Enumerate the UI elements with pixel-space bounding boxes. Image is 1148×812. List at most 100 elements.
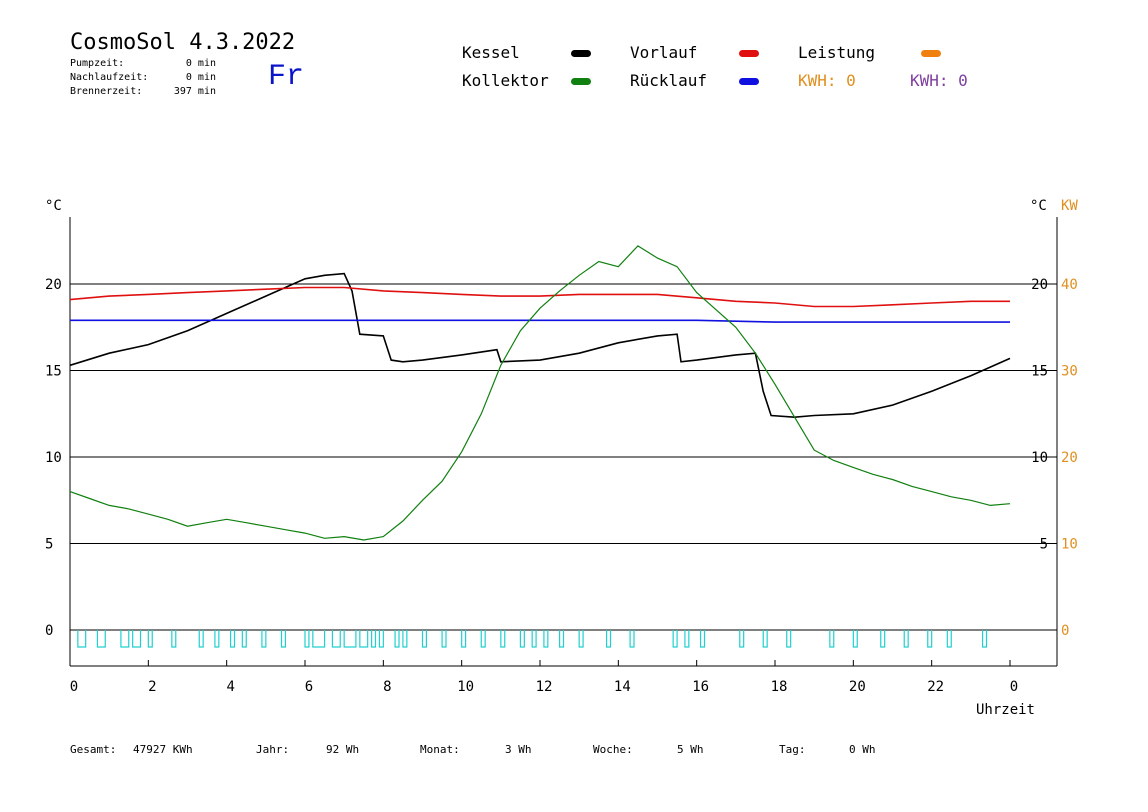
y-tick-label-right: 20: [1031, 277, 1048, 293]
pump-pulse: [132, 630, 142, 648]
x-tick-label: 0: [70, 679, 78, 695]
pump-pulse: [280, 630, 287, 648]
x-tick-label: 22: [927, 679, 944, 695]
pump-pulse: [852, 630, 858, 648]
footer-gesamt-value: 47927 KWh: [133, 743, 193, 756]
pump-pulse: [981, 630, 988, 648]
x-tick-label: 20: [849, 679, 866, 695]
pump-pulse: [786, 630, 792, 648]
pump-pulse: [304, 630, 310, 648]
y-tick-label-left: 15: [45, 364, 62, 380]
pump-pulse: [480, 630, 486, 648]
legend-label-kessel: Kessel: [462, 43, 520, 62]
pump-pulse: [578, 630, 584, 648]
pump-pulse: [461, 630, 467, 648]
x-tick-label: 4: [226, 679, 234, 695]
x-tick-label: 16: [692, 679, 709, 695]
pump-pulse: [739, 630, 745, 648]
y-axis-unit-left: °C: [45, 198, 62, 214]
pump-pulse: [96, 630, 106, 648]
pump-pulse: [378, 630, 384, 648]
legend-swatch-kessel: [571, 50, 591, 57]
pump-pulse: [519, 630, 525, 648]
footer-tag-label: Tag:: [779, 743, 806, 756]
pump-pulse: [402, 630, 408, 648]
x-tick-label: 6: [305, 679, 313, 695]
pump-pulse: [684, 630, 690, 648]
pump-pulse: [77, 630, 87, 648]
series-line-kollektor: [69, 245, 1011, 541]
pump-pulse: [198, 630, 204, 648]
y-tick-label-left: 20: [45, 277, 62, 293]
stat-row: Nachlaufzeit: 0 min: [70, 72, 216, 83]
stats-block: Pumpzeit: 0 min Nachlaufzeit: 0 min Brenne…: [70, 57, 216, 99]
x-tick-label: 10: [457, 679, 474, 695]
pump-pulse: [147, 630, 153, 648]
legend-swatch-ruecklauf: [739, 78, 759, 85]
pump-pulse: [605, 630, 612, 648]
y-tick-label-kw: 0: [1061, 623, 1069, 639]
legend-label-leistung: Leistung: [798, 43, 876, 62]
x-tick-label: 2: [148, 679, 156, 695]
kwh-value-1: KWH: 0: [798, 71, 856, 90]
y-tick-label-right: 10: [1031, 450, 1048, 466]
pump-pulse: [762, 630, 768, 648]
x-tick-label: 12: [536, 679, 553, 695]
legend-swatch-kollektor: [571, 78, 591, 85]
pump-pulse: [672, 630, 678, 648]
x-tick-label: 14: [614, 679, 631, 695]
weekday-label: Fr: [268, 60, 305, 94]
stat-row: Pumpzeit: 0 min: [70, 58, 216, 69]
y-axis-unit-kw: KW: [1061, 198, 1078, 214]
x-tick-label: 8: [383, 679, 391, 695]
series-line-kessel: [69, 272, 1011, 419]
pump-pulse: [229, 630, 236, 648]
pump-pulse: [359, 630, 369, 648]
pump-pulse: [171, 630, 177, 648]
pump-pulse: [120, 630, 130, 648]
footer-woche-value: 5 Wh: [677, 743, 704, 756]
footer-gesamt-label: Gesamt:: [70, 743, 117, 756]
pump-pulse: [500, 630, 506, 648]
pump-pulse: [441, 630, 447, 648]
series-line-vorlauf: [69, 286, 1010, 308]
pump-pulse: [543, 630, 549, 648]
pump-pulse: [343, 630, 357, 648]
y-tick-label-kw: 40: [1061, 277, 1078, 293]
pump-pulse: [214, 630, 220, 648]
y-tick-label-kw: 10: [1061, 537, 1078, 553]
pump-pulse: [531, 630, 537, 648]
legend-label-ruecklauf: Rücklauf: [630, 71, 708, 90]
footer-monat-label: Monat:: [420, 743, 460, 756]
kwh-value-2: KWH: 0: [910, 71, 968, 90]
footer-jahr-label: Jahr:: [256, 743, 290, 756]
pump-pulse: [946, 630, 952, 648]
y-tick-label-kw: 30: [1061, 364, 1078, 380]
y-axis-unit-right: °C: [1030, 198, 1047, 214]
pump-pulse: [421, 630, 428, 648]
footer-jahr-value: 92 Wh: [326, 743, 360, 756]
pump-pulse: [829, 630, 835, 648]
x-tick-label: 0: [1010, 679, 1018, 695]
pump-pulse: [394, 630, 400, 648]
stat-row: Brennerzeit: 397 min: [70, 86, 216, 97]
y-tick-label-left: 5: [45, 537, 53, 553]
footer-woche-label: Woche:: [593, 743, 633, 756]
footer-monat-value: 3 Wh: [505, 743, 532, 756]
footer-tag-value: 0 Wh: [849, 743, 876, 756]
pump-pulse: [370, 630, 377, 648]
y-tick-label-right: 5: [1040, 537, 1048, 553]
pump-pulse: [903, 630, 909, 648]
pump-pulse: [880, 630, 886, 648]
legend-swatch-leistung: [921, 50, 941, 57]
x-axis-title: Uhrzeit: [976, 702, 1035, 718]
pump-pulse: [699, 630, 706, 648]
pump-pulse: [261, 630, 267, 648]
pump-pulse: [558, 630, 565, 648]
pump-pulse: [629, 630, 635, 648]
series-line-ruecklauf: [70, 319, 1010, 323]
pump-pulse: [241, 630, 247, 648]
pump-pulse: [927, 630, 933, 648]
app-title: CosmoSol 4.3.2022: [70, 30, 296, 55]
